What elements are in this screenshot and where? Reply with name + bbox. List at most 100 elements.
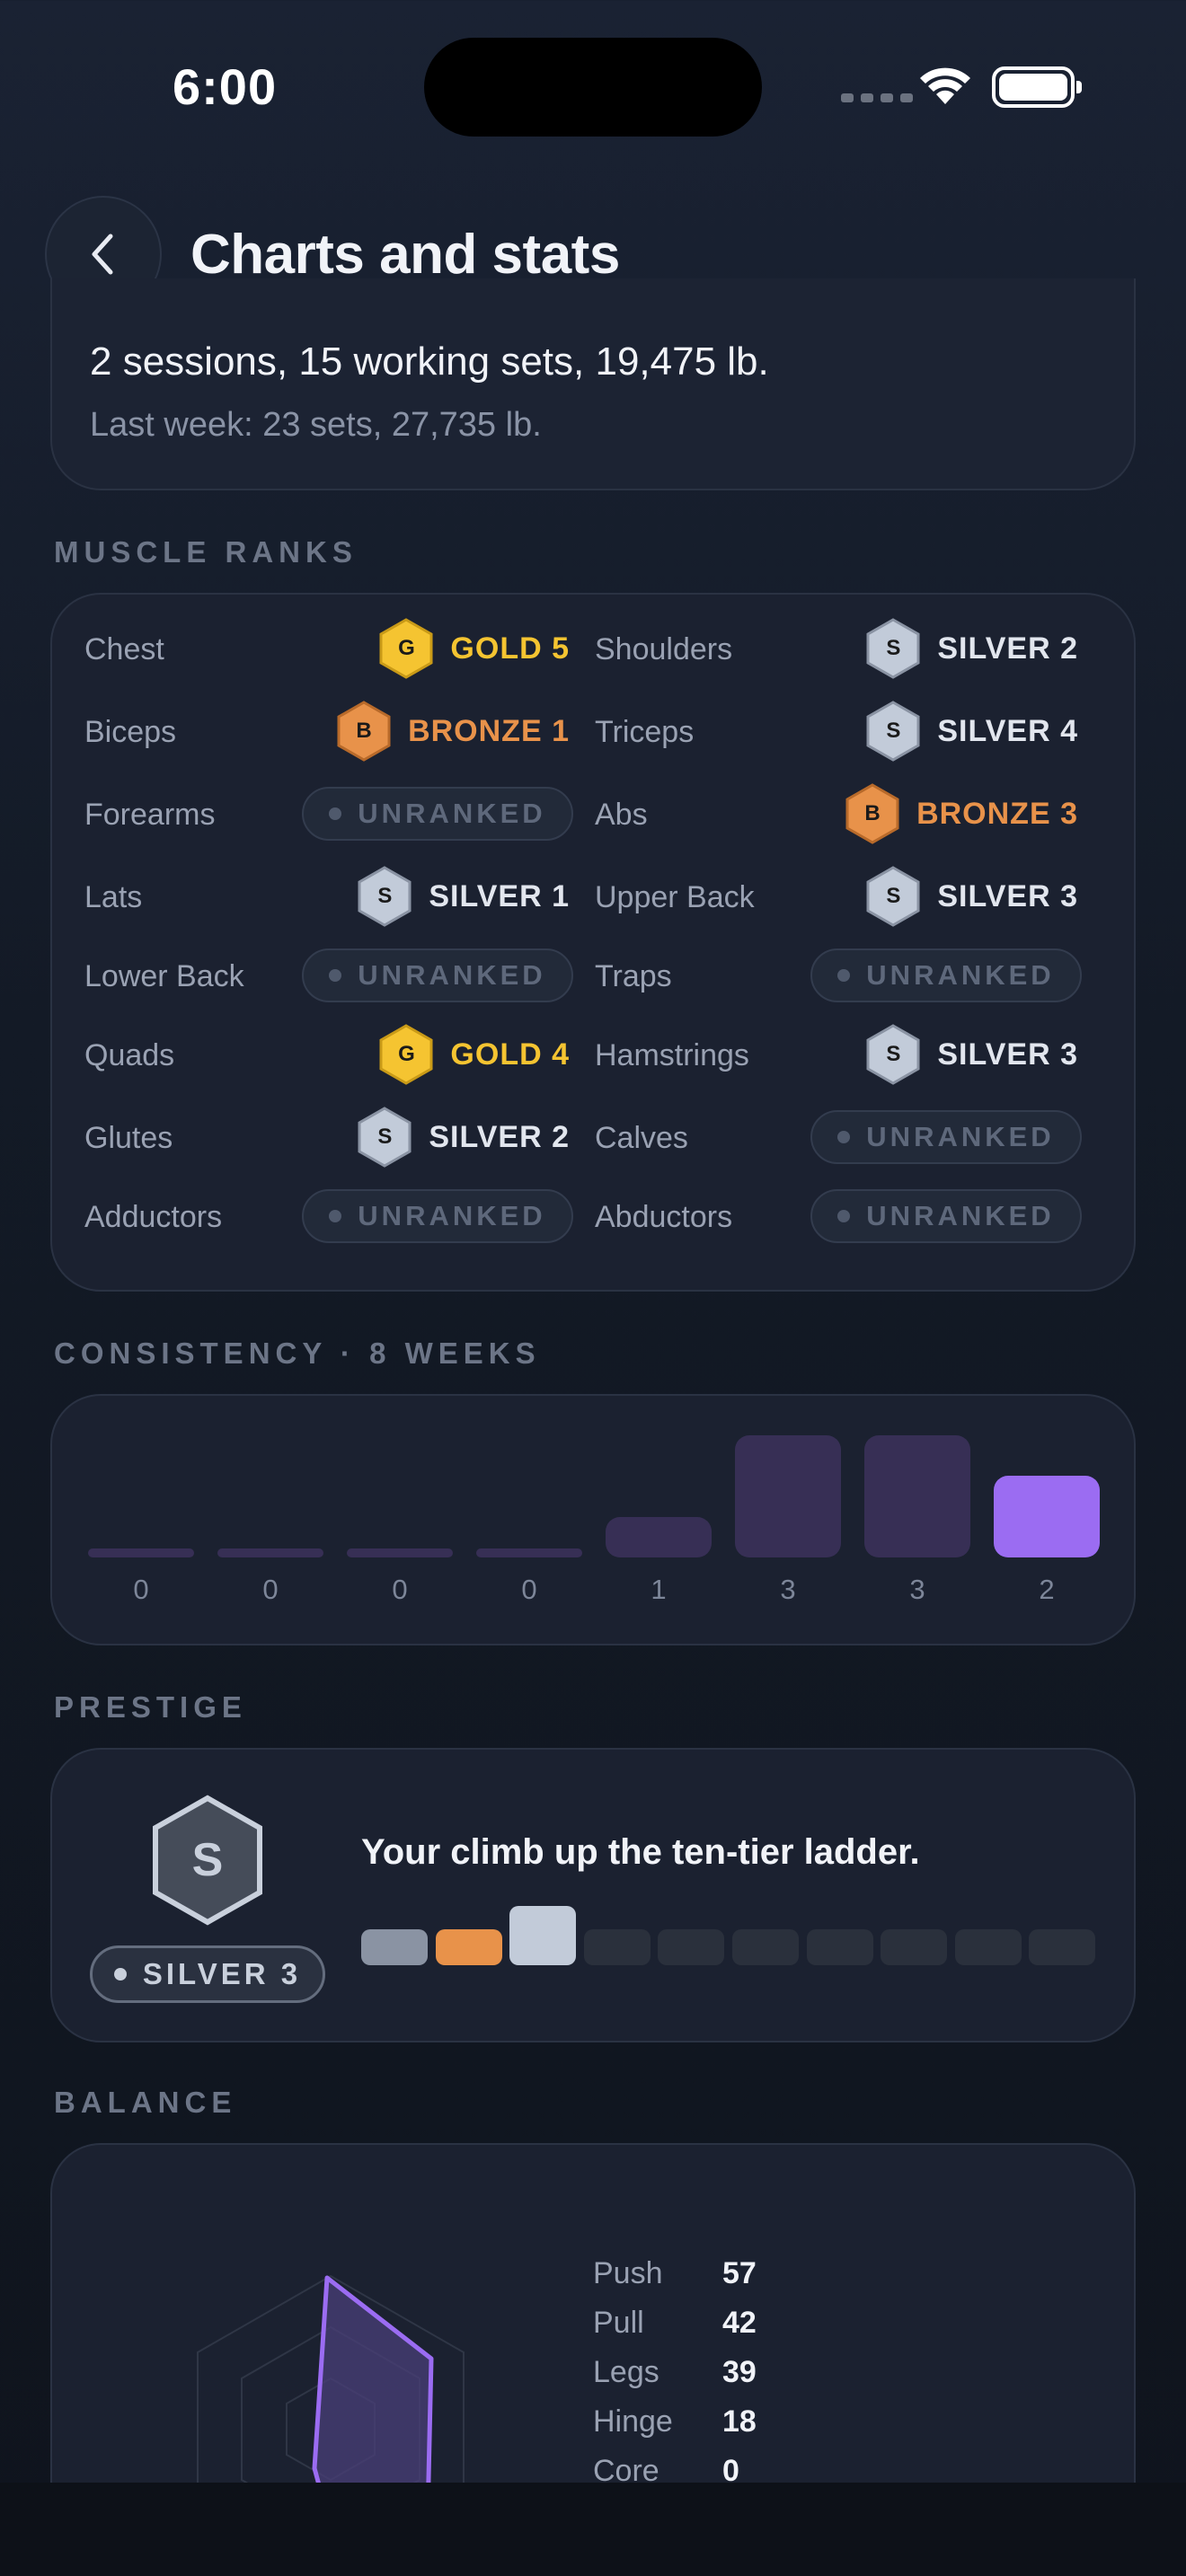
hex-letter: S <box>377 884 393 908</box>
muscle-rank-row: Chest G GOLD 5 Shoulders S SILVER 2 <box>52 613 1134 684</box>
silver-rank-badge: S SILVER 4 <box>865 701 1078 762</box>
silver-hex-icon: S <box>357 1107 412 1168</box>
rank-text: UNRANKED <box>866 1121 1055 1152</box>
bottom-fade <box>0 2483 1186 2576</box>
balance-stat-name: Hinge <box>593 2404 673 2439</box>
unranked-dot-icon <box>329 807 342 820</box>
cellular-signal-icon <box>841 93 913 102</box>
prestige-rank-badge: SILVER 3 <box>90 1945 325 2003</box>
muscle-rank-row: Biceps B BRONZE 1 Triceps S SILVER 4 <box>52 695 1134 767</box>
silver-hex-icon: S <box>865 701 921 762</box>
ladder-segment-locked <box>732 1929 799 1965</box>
balance-stat-value: 0 <box>722 2454 739 2488</box>
consistency-bar <box>217 1548 323 1557</box>
muscle-name: Lats <box>84 880 143 914</box>
summary-last-week-text: Last week: 23 sets, 27,735 lb. <box>90 406 542 444</box>
ladder-segment-locked <box>584 1929 651 1965</box>
rank-text: GOLD 4 <box>450 1037 570 1072</box>
rank-text: UNRANKED <box>358 959 546 991</box>
rank-text: UNRANKED <box>358 1200 546 1231</box>
hex-letter: S <box>886 884 901 908</box>
muscle-rank-row: Quads G GOLD 4 Hamstrings S SILVER 3 <box>52 1019 1134 1090</box>
muscle-rank-row: Adductors UNRANKED Abductors UNRANKED <box>52 1180 1134 1252</box>
muscle-name: Abductors <box>595 1200 733 1234</box>
ladder-segment-locked <box>658 1929 724 1965</box>
unranked-badge: UNRANKED <box>302 1189 573 1243</box>
unranked-dot-icon <box>329 1210 342 1222</box>
unranked-badge: UNRANKED <box>302 787 573 841</box>
hex-letter: S <box>886 1042 901 1066</box>
ladder-segment-locked <box>807 1929 873 1965</box>
ladder-segment-locked <box>881 1929 947 1965</box>
balance-stat-value: 39 <box>722 2355 757 2389</box>
rank-text: BRONZE 1 <box>408 713 570 748</box>
rank-text: SILVER 2 <box>429 1119 570 1154</box>
hex-letter: S <box>886 719 901 743</box>
hex-letter: B <box>864 801 881 825</box>
prestige-silver-hex-icon: S <box>151 1795 264 1926</box>
consistency-label: CONSISTENCY · 8 WEEKS <box>54 1337 541 1370</box>
unranked-badge: UNRANKED <box>810 1110 1082 1164</box>
balance-stat-value: 57 <box>722 2256 757 2290</box>
muscle-name: Calves <box>595 1121 688 1155</box>
ladder-segment-achieved <box>509 1906 576 1965</box>
muscle-ranks-card: Chest G GOLD 5 Shoulders S SILVER 2 Biceps B BRO… <box>50 593 1136 1292</box>
muscle-name: Lower Back <box>84 959 244 993</box>
unranked-badge: UNRANKED <box>810 948 1082 1002</box>
balance-stat-value: 18 <box>722 2404 757 2439</box>
muscle-name: Adductors <box>84 1200 223 1234</box>
rank-text: SILVER 3 <box>937 1037 1078 1072</box>
muscle-name: Quads <box>84 1038 175 1072</box>
balance-stat-name: Legs <box>593 2355 659 2389</box>
muscle-name: Upper Back <box>595 880 755 914</box>
consistency-bar-column <box>864 1435 970 1557</box>
consistency-bar-value-label: 3 <box>780 1574 796 1605</box>
consistency-bar <box>88 1548 194 1557</box>
rank-text: UNRANKED <box>866 959 1055 991</box>
consistency-bar-value-label: 0 <box>133 1574 149 1605</box>
chevron-left-icon <box>92 234 113 275</box>
balance-stat-name: Core <box>593 2454 659 2488</box>
prestige-card: S SILVER 3 Your climb up the ten-tier la… <box>50 1748 1136 2042</box>
page-title: Charts and stats <box>190 224 620 286</box>
silver-rank-badge: S SILVER 3 <box>865 1024 1078 1085</box>
prestige-hex-letter: S <box>191 1834 224 1886</box>
consistency-bar <box>994 1476 1100 1557</box>
balance-stat-value: 42 <box>722 2306 757 2340</box>
muscle-rank-row: Lower Back UNRANKED Traps UNRANKED <box>52 940 1134 1011</box>
consistency-bar-value-label: 3 <box>909 1574 925 1605</box>
silver-rank-badge: S SILVER 1 <box>357 866 570 927</box>
bronze-hex-icon: B <box>336 701 392 762</box>
summary-main-text: 2 sessions, 15 working sets, 19,475 lb. <box>90 340 769 384</box>
consistency-bar-value-label: 0 <box>262 1574 279 1605</box>
prestige-label: PRESTIGE <box>54 1690 247 1724</box>
ladder-segment-locked <box>1029 1929 1095 1965</box>
balance-stat-name: Push <box>593 2256 663 2290</box>
muscle-name: Forearms <box>84 798 216 832</box>
ladder-segment-achieved <box>436 1929 502 1965</box>
unranked-dot-icon <box>837 1131 851 1143</box>
muscle-rank-row: Glutes S SILVER 2 Calves UNRANKED <box>52 1101 1134 1173</box>
silver-rank-badge: S SILVER 2 <box>357 1107 570 1168</box>
gold-rank-badge: G GOLD 4 <box>378 1024 570 1085</box>
ladder-segment-achieved <box>361 1929 428 1965</box>
weekly-summary-card: 2 sessions, 15 working sets, 19,475 lb. … <box>50 278 1136 490</box>
silver-hex-icon: S <box>865 1024 921 1085</box>
prestige-rank-text: SILVER 3 <box>142 1957 302 1990</box>
consistency-chart-card: 0 0 0 0 1 3 3 2 <box>50 1394 1136 1645</box>
gold-hex-icon: G <box>378 1024 434 1085</box>
muscle-name: Hamstrings <box>595 1038 749 1072</box>
hex-letter: G <box>398 1042 415 1066</box>
rank-text: BRONZE 3 <box>916 796 1078 831</box>
gold-rank-badge: G GOLD 5 <box>378 618 570 679</box>
hex-letter: S <box>886 636 901 660</box>
consistency-bar-column <box>606 1435 712 1557</box>
hex-letter: B <box>356 719 372 743</box>
consistency-bar <box>606 1517 712 1557</box>
unranked-dot-icon <box>837 1210 851 1222</box>
rank-text: UNRANKED <box>358 798 546 829</box>
balance-label: BALANCE <box>54 2086 237 2119</box>
bronze-hex-icon: B <box>845 783 900 844</box>
rank-text: SILVER 4 <box>937 713 1078 748</box>
muscle-name: Chest <box>84 632 164 666</box>
